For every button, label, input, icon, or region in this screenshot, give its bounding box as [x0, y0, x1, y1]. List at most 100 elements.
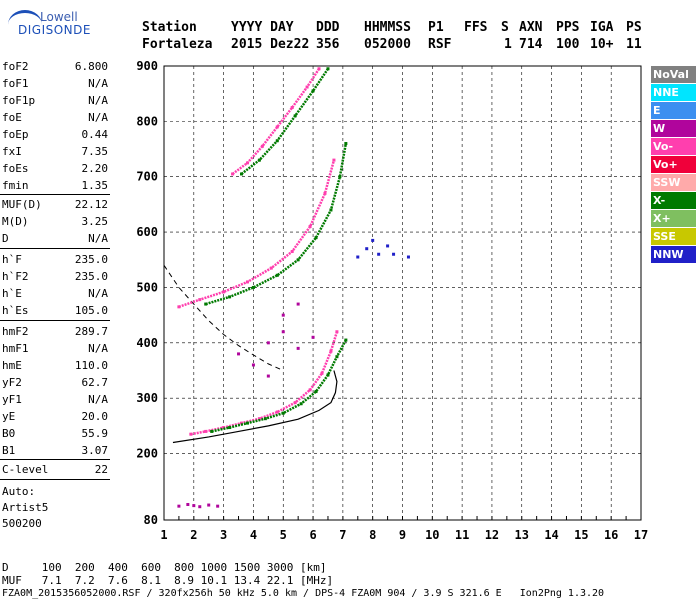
- param-value: 289.7: [74, 325, 108, 338]
- param-value: N/A: [88, 94, 108, 107]
- series-nnw-echoes-point: [356, 255, 360, 259]
- legend-item-x-: X-: [651, 192, 696, 209]
- param-name: h`E: [2, 287, 22, 300]
- series-es-layer-point: [198, 505, 202, 509]
- param-row: MUF(D) 22.12: [2, 198, 110, 212]
- y-tick-label: 900: [136, 59, 158, 73]
- param-name: h`F2: [2, 270, 29, 283]
- param-name: fmin: [2, 179, 29, 192]
- param-row: B1 3.07: [2, 444, 110, 458]
- param-name: foF2: [2, 60, 29, 73]
- param-separator: [0, 459, 110, 460]
- x-tick-label: 4: [250, 528, 257, 542]
- param-row: hmF1 N/A: [2, 342, 110, 356]
- param-row: B0 55.9: [2, 427, 110, 441]
- param-name: yE: [2, 410, 16, 423]
- param-value: N/A: [88, 77, 108, 90]
- header-doy-label: DDD: [316, 20, 340, 35]
- footer-muf-row: MUF 7.1 7.2 7.6 8.1 8.9 10.1 13.4 22.1 […: [2, 574, 334, 587]
- param-name: MUF(D): [2, 198, 42, 211]
- y-tick-label: 200: [136, 447, 158, 461]
- header-s-value: 1: [504, 37, 512, 52]
- param-name: B0: [2, 427, 16, 440]
- y-tick-label: 600: [136, 225, 158, 239]
- param-row: M(D) 3.25: [2, 215, 110, 229]
- param-row: hmE 110.0: [2, 359, 110, 373]
- series-es-layer-point: [192, 504, 196, 508]
- header-p1-label: P1: [428, 20, 444, 35]
- param-value: 1.35: [81, 179, 109, 192]
- param-row: h`E N/A: [2, 287, 110, 301]
- legend-item-nnw: NNW: [651, 246, 696, 263]
- param-name: M(D): [2, 215, 29, 228]
- header-doy-value: 356: [316, 37, 340, 52]
- series-o-trace-2nd-hop--point: [323, 191, 327, 195]
- series-o-trace-3rd-hop--line: [231, 68, 321, 175]
- header-s-label: S: [501, 20, 509, 35]
- x-tick-label: 1: [160, 528, 167, 542]
- series-o-trace-1st-hop--line: [190, 331, 339, 436]
- param-value: 105.0: [74, 304, 108, 317]
- param-separator: [0, 248, 110, 249]
- param-row: foF1p N/A: [2, 94, 110, 108]
- y-tick-label: 400: [136, 336, 158, 350]
- header-iga-label: IGA: [590, 20, 614, 35]
- header-iga-value: 10+: [590, 37, 614, 52]
- param-separator: [0, 479, 110, 480]
- series-es-layer-point: [177, 504, 181, 508]
- legend-item-e: E: [651, 102, 696, 119]
- param-row: C-level 22: [2, 463, 110, 477]
- param-row: h`F2 235.0: [2, 270, 110, 284]
- electron-density-profile: [172, 370, 338, 444]
- param-name: h`F: [2, 253, 22, 266]
- param-name: hmF1: [2, 342, 29, 355]
- artist-code: 500200: [2, 517, 42, 530]
- series-o-trace-1st-hop--point: [329, 349, 333, 353]
- series-es-layer-point: [186, 502, 190, 506]
- param-name: foF1: [2, 77, 29, 90]
- y-tick-label: 80: [144, 513, 158, 527]
- param-value: 235.0: [74, 253, 108, 266]
- autoscale-label: Auto:: [2, 485, 36, 498]
- series-nnw-echoes-point: [406, 255, 410, 259]
- param-row: foF1 N/A: [2, 77, 110, 91]
- param-row: D N/A: [2, 232, 110, 246]
- param-name: foE: [2, 111, 22, 124]
- series-nnw-echoes-point: [392, 252, 396, 256]
- x-tick-label: 3: [220, 528, 227, 542]
- x-tick-label: 6: [309, 528, 316, 542]
- series-es-layer-point: [216, 504, 220, 508]
- series-spread-f-w--point: [296, 302, 300, 306]
- x-tick-label: 10: [425, 528, 439, 542]
- digisonde-logo: Lowell DIGISONDE: [4, 6, 154, 46]
- y-tick-label: 300: [136, 391, 158, 405]
- param-value: 62.7: [81, 376, 109, 389]
- series-o-trace-3rd-hop--point: [290, 106, 294, 110]
- x-tick-label: 9: [399, 528, 406, 542]
- param-value: 3.25: [81, 215, 109, 228]
- series-spread-f-w--point: [281, 313, 285, 317]
- series-x-trace-2nd-hop--line: [205, 143, 348, 306]
- param-value: N/A: [88, 342, 108, 355]
- x-tick-label: 7: [339, 528, 346, 542]
- series-x-trace-2nd-hop--point: [251, 285, 255, 289]
- y-tick-label: 800: [136, 114, 158, 128]
- header-date-value: 2015 Dez22: [231, 37, 310, 52]
- param-row: fmin 1.35: [2, 179, 110, 193]
- y-tick-label: 500: [136, 280, 158, 294]
- series-nnw-echoes-point: [365, 247, 369, 251]
- x-tick-label: 12: [485, 528, 499, 542]
- header-ps-value: 11: [626, 37, 642, 52]
- x-tick-label: 13: [515, 528, 529, 542]
- x-tick-label: 17: [634, 528, 648, 542]
- footer-file-info: FZA0M_2015356052000.RSF / 320fx256h 50 k…: [2, 588, 605, 599]
- param-name: C-level: [2, 463, 49, 476]
- param-name: yF2: [2, 376, 22, 389]
- series-o-trace-2nd-hop--point: [222, 290, 226, 294]
- legend-item-noval: NoVal: [651, 66, 696, 83]
- legend-item-x-: X+: [651, 210, 696, 227]
- param-value: 3.07: [81, 444, 109, 457]
- logo-brand-bottom: DIGISONDE: [18, 23, 91, 37]
- param-name: B1: [2, 444, 16, 457]
- param-value: N/A: [88, 393, 108, 406]
